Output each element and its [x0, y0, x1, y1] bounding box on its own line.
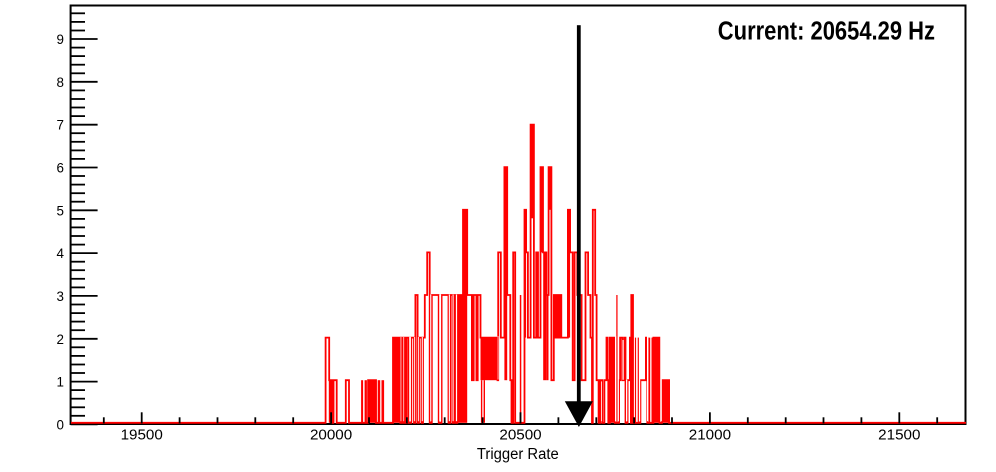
- svg-text:Current: 20654.29 Hz: Current: 20654.29 Hz: [718, 16, 935, 46]
- svg-text:7: 7: [57, 118, 64, 133]
- svg-text:20500: 20500: [499, 427, 541, 444]
- svg-text:19500: 19500: [121, 427, 163, 444]
- svg-text:6: 6: [57, 161, 64, 176]
- svg-text:Trigger Rate: Trigger Rate: [477, 446, 559, 463]
- svg-text:8: 8: [57, 75, 64, 90]
- svg-text:0: 0: [57, 417, 64, 432]
- svg-text:21500: 21500: [878, 427, 920, 444]
- svg-text:4: 4: [57, 246, 65, 261]
- svg-text:5: 5: [57, 203, 64, 218]
- svg-text:2: 2: [57, 332, 64, 347]
- svg-text:1: 1: [57, 375, 64, 390]
- svg-text:3: 3: [57, 289, 64, 304]
- svg-text:21000: 21000: [689, 427, 731, 444]
- svg-text:20000: 20000: [310, 427, 352, 444]
- svg-text:9: 9: [57, 32, 64, 47]
